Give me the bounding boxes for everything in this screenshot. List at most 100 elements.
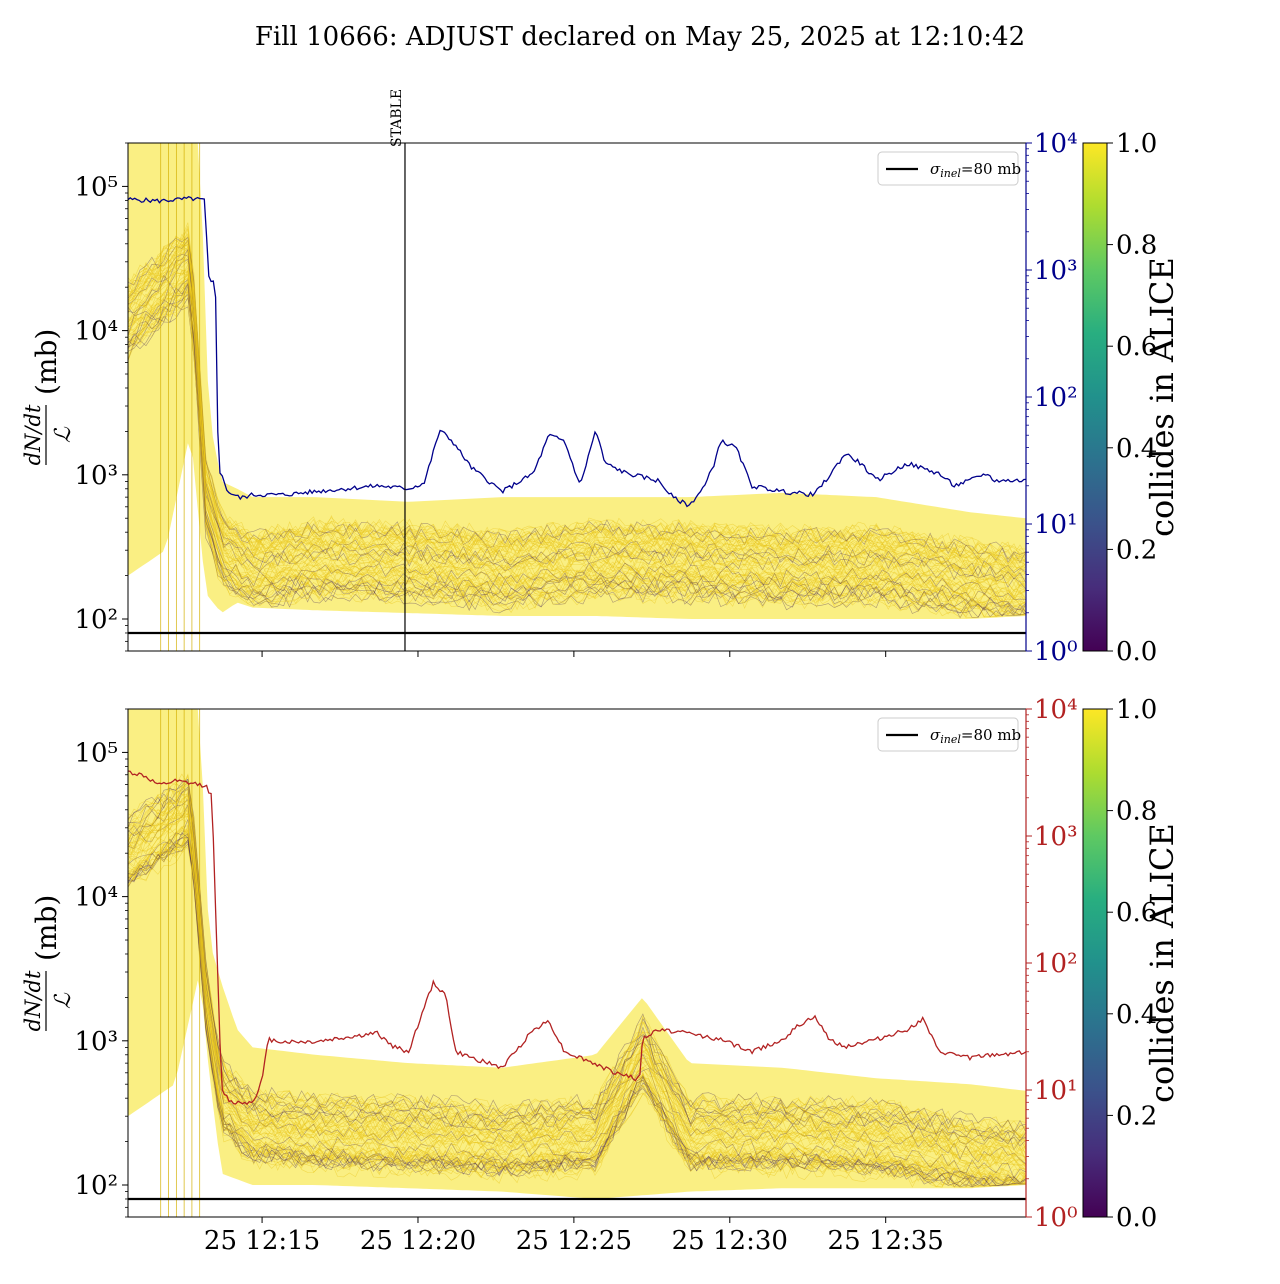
bunch-trace	[128, 795, 1026, 1157]
bunch-trace	[128, 279, 1026, 606]
bunch-envelope	[128, 143, 1026, 619]
bunch-trace	[128, 830, 1026, 1188]
bunch-trace	[128, 806, 1026, 1169]
legend-subscript: inel	[940, 733, 961, 746]
right-y-tick-label: 10³	[1034, 822, 1078, 852]
rate-series-line	[128, 770, 1026, 1106]
bunch-trace	[128, 284, 1026, 606]
colorbar-tick-label: 1.0	[1116, 695, 1157, 725]
legend-subscript: inel	[940, 167, 961, 180]
bunch-trace	[128, 803, 1026, 1165]
bunch-trace	[128, 773, 1026, 1131]
bunch-trace	[128, 795, 1026, 1157]
bunch-trace	[128, 243, 1026, 577]
bunch-trace	[128, 832, 1026, 1183]
legend-sigma: σ	[930, 160, 941, 178]
colorbar-tick-label: 0.8	[1116, 231, 1157, 261]
bunch-trace	[128, 812, 1026, 1171]
bunch-trace	[128, 785, 1026, 1149]
colorbar-tick-label: 0.6	[1116, 332, 1157, 362]
bottom-panel: 10⁵ 10⁴ 10³ 10² 10⁴ 10³ 10² 10¹ 10⁰ 25 12:15 25 12…	[21, 695, 1078, 1256]
colorbar-gradient	[1082, 142, 1108, 652]
bunch-trace	[128, 824, 1026, 1186]
colorbar-tick-label: 0.4	[1116, 434, 1157, 464]
bunch-trace	[128, 282, 1026, 611]
y-label-numerator: dN/dt	[21, 970, 45, 1031]
bunch-trace	[128, 239, 1026, 571]
stable-marker-label: STABLE	[389, 89, 405, 147]
colorbar-tick-label: 0.0	[1116, 637, 1157, 667]
bunch-trace	[128, 828, 1026, 1187]
bunch-trace	[128, 775, 1026, 1136]
colorbar-tick-label: 0.0	[1116, 1203, 1157, 1233]
y-tick-label: 10³	[74, 1027, 118, 1057]
top-colorbar: 1.0 0.8 0.6 0.4 0.2 0.0 collides in ALICE	[1082, 129, 1181, 667]
bunch-trace	[128, 778, 1026, 1133]
y-axis-label: dN/dt ℒ (mb)	[21, 895, 76, 1032]
right-y-tick-label: 10¹	[1034, 1076, 1078, 1106]
right-y-tick-label: 10⁰	[1034, 1203, 1078, 1233]
y-label-unit: (mb)	[30, 895, 63, 961]
colorbar-tick-label: 0.2	[1116, 535, 1157, 565]
y-label-unit: (mb)	[30, 329, 63, 395]
rate-series-line	[128, 195, 1026, 508]
bunch-trace	[128, 774, 1026, 1136]
bunch-trace	[128, 258, 1026, 590]
bunch-trace	[128, 846, 1026, 1188]
bunch-trace	[128, 819, 1026, 1179]
legend-box	[877, 717, 1019, 752]
bunch-trace	[128, 269, 1026, 607]
bunch-trace	[128, 225, 1026, 556]
bunch-trace	[128, 836, 1026, 1186]
y-tick-label: 10⁵	[74, 738, 118, 768]
legend-value: =80 mb	[961, 726, 1021, 744]
bunch-trace	[128, 290, 1026, 617]
legend-box	[877, 151, 1019, 186]
bottom-colorbar: 1.0 0.8 0.6 0.4 0.2 0.0 collides in ALICE	[1082, 695, 1181, 1233]
bunch-trace	[128, 283, 1026, 616]
y-tick-label: 10²	[74, 605, 118, 635]
bunch-trace	[128, 812, 1026, 1177]
bunch-trace	[128, 252, 1026, 587]
figure-title: Fill 10666: ADJUST declared on May 25, 2…	[255, 22, 1025, 52]
bunch-trace	[128, 814, 1026, 1167]
bunch-trace	[128, 801, 1026, 1163]
bunch-trace	[128, 826, 1026, 1183]
bunch-trace	[128, 243, 1026, 571]
bunch-trace	[128, 263, 1026, 598]
colorbar-tick-label: 0.2	[1116, 1101, 1157, 1131]
y-tick-label: 10⁵	[74, 172, 118, 202]
bunch-trace	[128, 836, 1026, 1188]
right-y-tick-label: 10³	[1034, 256, 1078, 286]
legend-label: σinel=80 mb	[930, 726, 1021, 746]
right-y-tick-label: 10¹	[1034, 510, 1078, 540]
bunch-trace	[128, 235, 1026, 561]
bunch-trace	[128, 256, 1026, 592]
bunch-trace	[128, 244, 1026, 577]
colorbar-tick-label: 0.4	[1116, 1000, 1157, 1030]
right-y-tick-label: 10⁴	[1034, 695, 1078, 725]
x-tick-label: 25 12:15	[204, 1226, 320, 1256]
y-tick-label: 10²	[74, 1171, 118, 1201]
x-tick-label: 25 12:35	[828, 1226, 944, 1256]
bunch-trace	[128, 272, 1026, 596]
bunch-trace	[128, 241, 1026, 571]
bunch-trace	[128, 281, 1026, 616]
right-y-tick-label: 10⁰	[1034, 637, 1078, 667]
bunch-trace	[128, 267, 1026, 592]
plot-area	[128, 709, 1026, 1217]
bunch-trace	[128, 232, 1026, 560]
y-axis-label: dN/dt ℒ (mb)	[21, 329, 76, 466]
bunch-trace	[128, 835, 1026, 1188]
colorbar-tick-label: 0.6	[1116, 898, 1157, 928]
bunch-trace	[128, 786, 1026, 1145]
x-tick-label: 25 12:25	[516, 1226, 632, 1256]
bunch-trace	[128, 799, 1026, 1147]
bunch-trace	[128, 305, 1026, 619]
bunch-trace	[128, 818, 1026, 1175]
right-y-tick-label: 10⁴	[1034, 129, 1078, 159]
bunch-trace	[128, 293, 1026, 617]
bunch-trace	[128, 813, 1026, 1162]
bunch-trace	[128, 838, 1026, 1188]
bunch-trace	[128, 296, 1026, 618]
